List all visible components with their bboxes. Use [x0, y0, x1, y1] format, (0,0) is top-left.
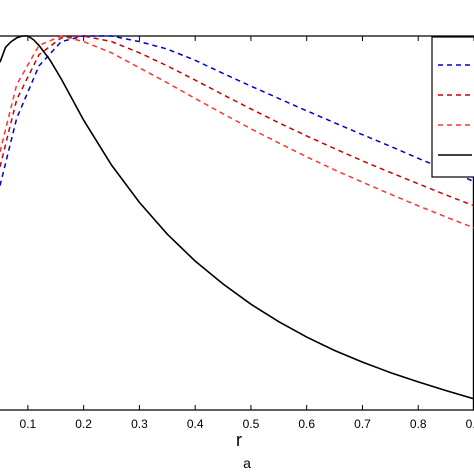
x-tick-label: 0.3 [131, 417, 148, 431]
x-tick-label: 0.7 [354, 417, 371, 431]
x-tick-label: 0.4 [187, 417, 204, 431]
x-tick-label: 0.8 [410, 417, 427, 431]
series-layer [0, 35, 474, 400]
x-tick-label: 0.5 [243, 417, 260, 431]
series-line-1 [0, 35, 474, 186]
legend [431, 36, 474, 178]
x-tick-label: 0.1 [20, 417, 37, 431]
plot-frame [0, 35, 474, 411]
series-line-4 [0, 35, 474, 400]
x-tick-label: 0.6 [298, 417, 315, 431]
series-line-2 [0, 35, 474, 207]
x-tick-label: 0.9 [466, 417, 474, 431]
x-axis-ticks: 0.1 0.2 0.3 0.4 0.5 0.6 0.7 0.8 0.9 [20, 36, 474, 431]
x-axis-label-subscript: a [243, 455, 251, 471]
series-line-3 [0, 35, 474, 229]
x-axis-label: r [236, 430, 242, 450]
legend-box [431, 36, 474, 178]
x-tick-label: 0.2 [75, 417, 92, 431]
